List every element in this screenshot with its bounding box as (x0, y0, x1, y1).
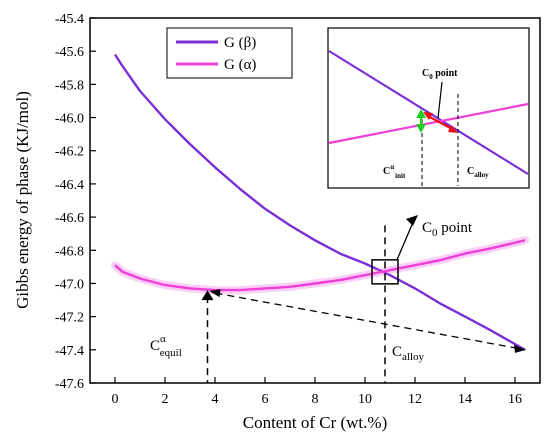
x-tick-label: 2 (162, 392, 169, 407)
x-axis-title: Content of Cr (wt.%) (243, 413, 387, 432)
x-tick-label: 12 (408, 392, 422, 407)
inset-c0-label: C0 point (422, 68, 458, 81)
c0-pointer-arrowhead (406, 215, 418, 226)
inset-green-arrowhead-top (416, 109, 426, 118)
inset-red-arrowhead-end (448, 125, 458, 133)
series-lines (111, 53, 529, 351)
axis-ticks: 0 2 4 6 8 10 12 14 16 -47.6 -47.4 -47.2 -47.0 -46.8 -4… (55, 12, 522, 407)
y-tick-label: -45.4 (55, 12, 84, 27)
y-tick-label: -45.6 (55, 45, 84, 60)
x-tick-label: 14 (458, 392, 472, 407)
inset-cinit-label: Cαinit (383, 163, 406, 180)
cequil-label: Cα equil (150, 333, 182, 359)
y-tick-label: -45.8 (55, 78, 84, 93)
diagonal-dashed-arrow (215, 292, 516, 349)
cequil-arrowhead (201, 290, 214, 301)
y-axis-title: Gibbs energy of phase (KJ/mol) (13, 91, 32, 309)
inset-beta-line (328, 50, 529, 175)
diagonal-arrowhead-start (209, 289, 221, 298)
y-tick-label: -46.8 (55, 244, 84, 259)
y-tick-label: -46.4 (55, 178, 84, 193)
legend-label-alpha: G (α) (224, 57, 256, 73)
y-tick-label: -47.0 (55, 277, 84, 292)
series-line-beta (113, 53, 526, 351)
inset: C0 point Cαinit Calloy (327, 27, 530, 189)
x-tick-label: 4 (212, 392, 219, 407)
c0-highlight-box (371, 259, 399, 285)
annotations (201, 215, 526, 383)
series-line-alpha (114, 239, 526, 292)
x-tick-label: 16 (508, 392, 522, 407)
y-tick-label: -47.4 (55, 344, 84, 359)
inset-green-arrowhead-bottom (416, 124, 426, 133)
inset-red-arrowhead-start (423, 112, 433, 120)
inset-frame (327, 27, 530, 189)
y-tick-label: -46.2 (55, 145, 84, 160)
y-tick-label: -46.6 (55, 211, 84, 226)
legend-label-beta: G (β) (224, 35, 256, 51)
legend: G (β) G (α) (166, 27, 293, 79)
inset-alpha-line (328, 102, 529, 145)
inset-c0-pointer (437, 81, 443, 119)
inset-red-arrow (427, 115, 453, 130)
y-tick-label: -47.2 (55, 311, 84, 326)
x-tick-label: 0 (112, 392, 119, 407)
c0-point-label: C0 point (422, 220, 473, 239)
y-tick-label: -47.6 (55, 377, 84, 392)
x-tick-label: 8 (312, 392, 319, 407)
diagonal-arrowhead-end (514, 344, 526, 353)
y-tick-label: -46.0 (55, 112, 84, 127)
legend-box (166, 27, 293, 79)
c0-pointer-line (396, 219, 415, 261)
x-tick-label: 6 (262, 392, 269, 407)
inset-calloy-label: Calloy (467, 166, 489, 179)
x-tick-label: 10 (358, 392, 372, 407)
calloy-label: Calloy (392, 344, 425, 363)
